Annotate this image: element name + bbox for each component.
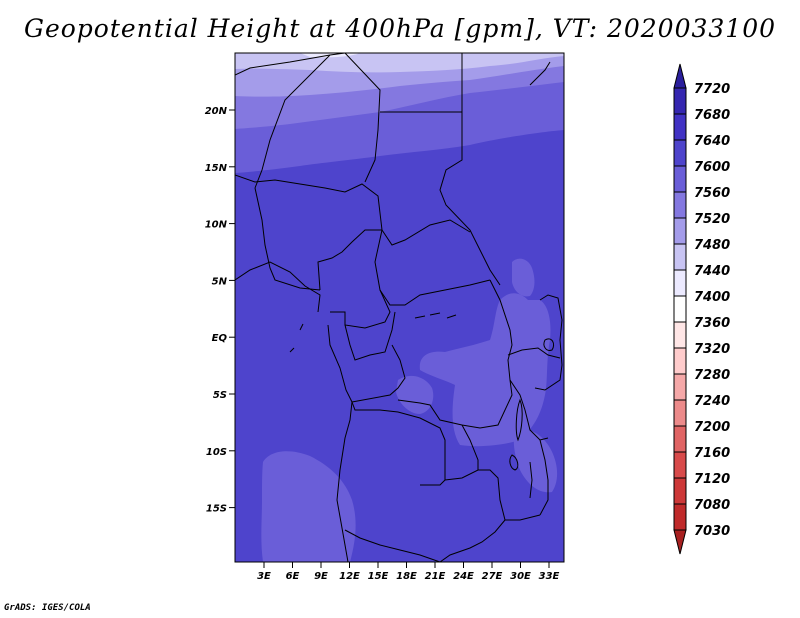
- latitude-axis: 20N 15N 10N 5N EQ 5S 10S 15S: [205, 106, 235, 515]
- colorbar-label: 7440: [694, 264, 730, 279]
- colorbar-label: 7720: [694, 82, 730, 97]
- lon-tick-label: 6E: [286, 571, 300, 582]
- lat-tick-label: EQ: [212, 333, 228, 344]
- colorbar-segment: [673, 269, 687, 297]
- chart-title: Geopotential Height at 400hPa [gpm], VT:…: [23, 14, 777, 43]
- lat-tick-label: 5S: [213, 390, 227, 401]
- colorbar-segment: [673, 373, 687, 401]
- colorbar-segment: [673, 113, 687, 141]
- colorbar: 7720 7680 7640 7600 7560 7520 7480 7440 7400 7360…: [673, 63, 730, 555]
- colorbar-max-arrow: [673, 63, 687, 89]
- lat-tick-label: 5N: [212, 276, 228, 287]
- colorbar-label: 7520: [694, 212, 730, 227]
- map-plot-area: [235, 53, 564, 562]
- lon-tick-label: 18E: [396, 571, 417, 582]
- colorbar-label: 7360: [694, 316, 730, 331]
- lat-tick-label: 10N: [205, 220, 228, 231]
- lat-tick-label: 20N: [205, 106, 228, 117]
- lakes: [289, 312, 555, 471]
- contour-patch-south: [261, 451, 356, 562]
- lon-tick-label: 24E: [453, 571, 474, 582]
- lon-tick-label: 15E: [368, 571, 389, 582]
- contour-patch-southeast: [513, 428, 558, 493]
- colorbar-label: 7680: [694, 108, 730, 123]
- colorbar-segment: [673, 139, 687, 167]
- contour-patch-rift: [512, 258, 535, 297]
- colorbar-label: 7280: [694, 368, 730, 383]
- colorbar-segment: [673, 321, 687, 349]
- colorbar-label: 7160: [694, 446, 730, 461]
- colorbar-segment: [673, 165, 687, 193]
- colorbar-segment: [673, 243, 687, 271]
- colorbar-segment: [673, 451, 687, 479]
- colorbar-label: 7320: [694, 342, 730, 357]
- colorbar-label: 7480: [694, 238, 730, 253]
- colorbar-label: 7560: [694, 186, 730, 201]
- lon-tick-label: 21E: [425, 571, 446, 582]
- colorbar-segment: [673, 191, 687, 219]
- colorbar-segment: [673, 87, 687, 115]
- colorbar-label: 7640: [694, 134, 730, 149]
- colorbar-label: 7030: [694, 524, 730, 539]
- map-frame: [234, 52, 565, 563]
- colorbar-segment: [673, 477, 687, 505]
- contour-patch-congo: [396, 375, 434, 414]
- lon-tick-label: 30E: [510, 571, 531, 582]
- colorbar-segment: [673, 425, 687, 453]
- colorbar-segment: [673, 347, 687, 375]
- colorbar-label: 7400: [694, 290, 730, 305]
- colorbar-label: 7080: [694, 498, 730, 513]
- colorbar-label: 7240: [694, 394, 730, 409]
- grads-credit: GrADS: IGES/COLA: [4, 603, 91, 613]
- colorbar-segment: [673, 295, 687, 323]
- lat-tick-label: 10S: [206, 447, 227, 458]
- colorbar-min-arrow: [673, 529, 687, 555]
- colorbar-segment: [673, 399, 687, 427]
- lat-tick-label: 15N: [205, 163, 228, 174]
- lon-tick-label: 27E: [482, 571, 503, 582]
- lon-tick-label: 9E: [314, 571, 328, 582]
- colorbar-label: 7120: [694, 472, 730, 487]
- colorbar-segment: [673, 503, 687, 531]
- colorbar-label: 7600: [694, 160, 730, 175]
- lon-tick-label: 12E: [339, 571, 360, 582]
- colorbar-label: 7200: [694, 420, 730, 435]
- lon-tick-label: 33E: [539, 571, 560, 582]
- colorbar-segment: [673, 217, 687, 245]
- lat-tick-label: 15S: [206, 504, 227, 515]
- longitude-axis: 3E 6E 9E 12E 15E 18E 21E 24E 27E 30E 33E: [257, 562, 560, 582]
- country-borders: [235, 53, 563, 562]
- lon-tick-label: 3E: [257, 571, 271, 582]
